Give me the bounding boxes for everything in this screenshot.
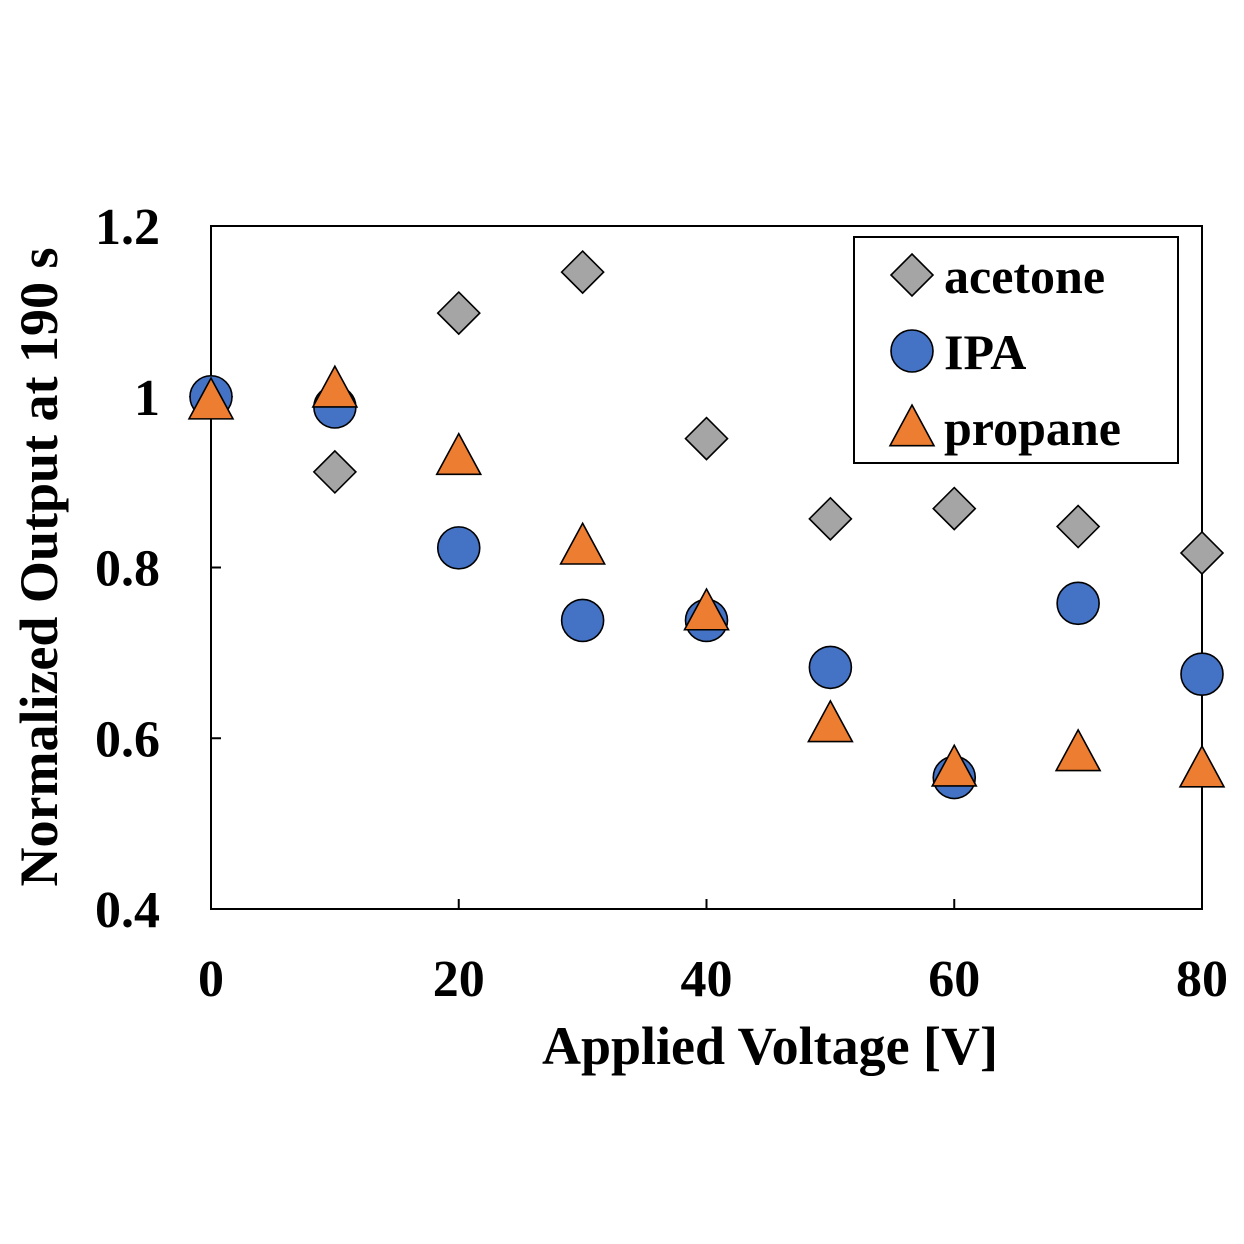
x-tick-label: 0: [198, 951, 224, 1008]
x-ticks: 0 20 40 60 80: [198, 899, 1228, 1008]
series-propane: [187, 364, 1226, 788]
y-tick-label: 1: [134, 370, 160, 427]
legend-label-propane: propane: [944, 400, 1121, 456]
acetone-point: [312, 449, 358, 495]
legend-marker-ipa: [890, 329, 934, 373]
propane-point: [683, 587, 730, 631]
acetone-point: [684, 416, 729, 461]
propane-point: [1054, 728, 1102, 772]
ipa-point: [1056, 581, 1100, 626]
y-ticks: 0.4 0.6 0.8 1 1.2: [95, 199, 221, 939]
propane-point: [559, 521, 606, 565]
ipa-point: [1180, 652, 1224, 697]
ipa-point: [808, 645, 853, 690]
propane-point: [187, 376, 235, 420]
ipa-point: [436, 526, 481, 570]
x-tick-label: 60: [928, 951, 980, 1008]
acetone-point: [436, 290, 481, 336]
legend-label-acetone: acetone: [944, 248, 1105, 304]
propane-point: [311, 364, 359, 408]
acetone-point: [808, 496, 853, 541]
acetone-point: [932, 486, 977, 531]
acetone-point: [1179, 530, 1225, 576]
y-tick-label: 0.6: [95, 711, 160, 768]
propane-point: [930, 743, 978, 787]
y-tick-label: 0.8: [95, 541, 160, 598]
y-tick-label: 0.4: [95, 882, 160, 939]
y-tick-label: 1.2: [95, 199, 160, 256]
x-tick-label: 80: [1176, 951, 1228, 1008]
acetone-point: [1055, 504, 1101, 549]
series-acetone: [188, 249, 1225, 576]
legend: acetone IPA propane: [853, 236, 1179, 464]
x-tick-label: 20: [433, 951, 485, 1008]
acetone-point: [560, 249, 605, 295]
propane-point: [807, 699, 854, 743]
propane-point: [435, 431, 483, 476]
series-layer: [187, 249, 1226, 800]
propane-point: [1178, 744, 1226, 788]
ipa-point: [560, 598, 605, 643]
legend-marker-propane: [888, 403, 936, 447]
legend-label-ipa: IPA: [944, 324, 1026, 380]
x-tick-label: 40: [681, 951, 733, 1008]
x-axis-title: Applied Voltage [V]: [542, 1016, 998, 1076]
legend-marker-acetone: [889, 252, 935, 298]
y-axis-title: Normalized Output at 190 s: [9, 248, 69, 887]
